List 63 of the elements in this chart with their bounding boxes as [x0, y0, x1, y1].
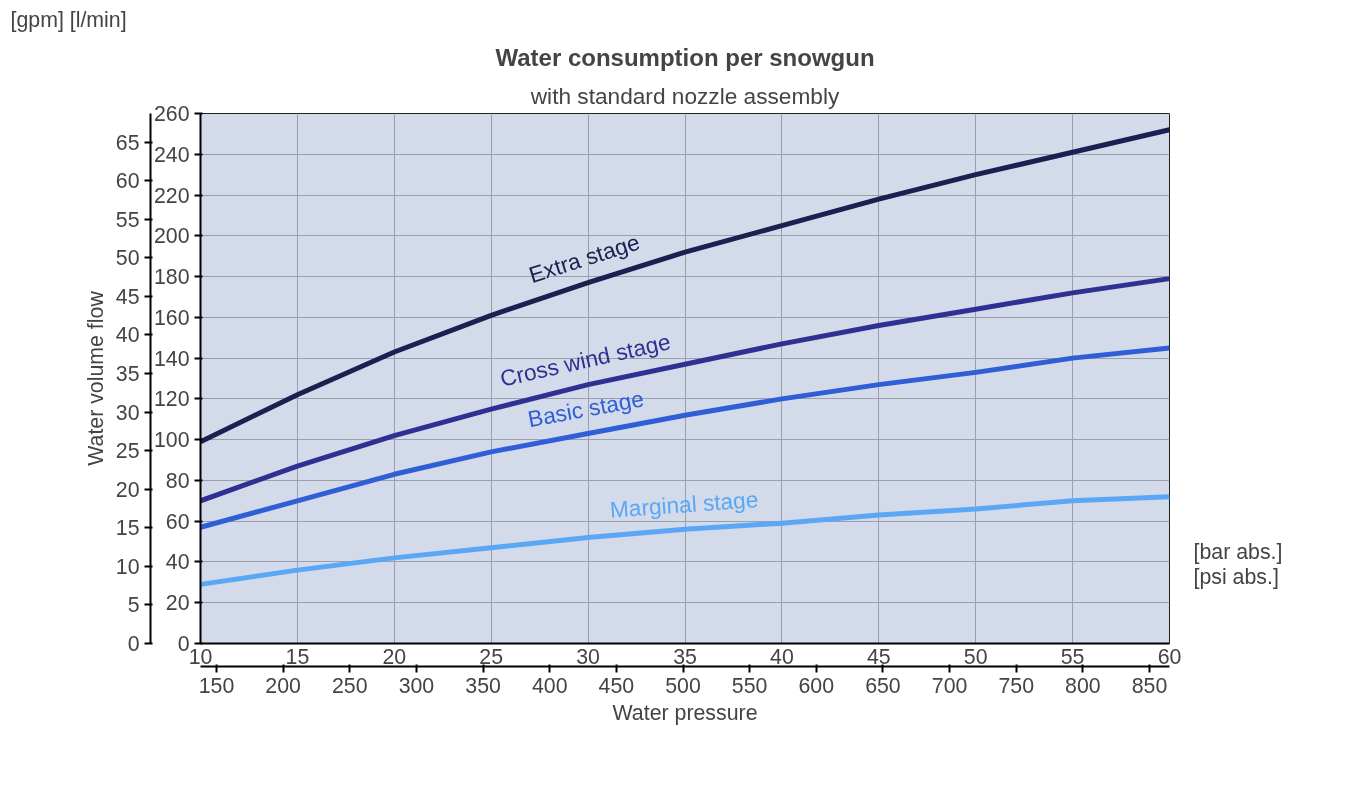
y2-tick-label: 0	[127, 632, 140, 656]
y-tick-label: 220	[153, 183, 190, 208]
x-tick-label: 10	[188, 644, 213, 669]
y-tick-label: 60	[165, 509, 190, 534]
y2-tick-label: 15	[115, 516, 140, 541]
x2-tick-label: 400	[531, 673, 568, 698]
y-tick-label: 260	[153, 102, 190, 126]
chart-subtitle: with standard nozzle assembly	[529, 82, 840, 109]
y-tick-label: 180	[153, 265, 190, 290]
x2-tick-label: 650	[865, 673, 901, 698]
y2-axis-title: Water volume flow	[83, 290, 108, 466]
x-tick-label: 20	[382, 644, 407, 669]
x2-tick-label: 600	[798, 673, 835, 698]
x2-tick-label: 550	[731, 673, 768, 698]
y-tick-label: 0	[177, 632, 190, 656]
y-tick-label: 20	[165, 591, 190, 616]
x-tick-label: 35	[673, 644, 697, 669]
x2-tick-label: 750	[998, 673, 1035, 698]
x2-tick-label: 850	[1131, 673, 1168, 698]
y-tick-label: 140	[153, 346, 190, 371]
x2-tick-label: 150	[198, 673, 235, 698]
chart-title: Water consumption per snowgun	[495, 43, 875, 71]
y2-tick-label: 35	[115, 361, 140, 386]
x2-tick-label: 350	[465, 673, 501, 698]
x2-tick-label: 250	[331, 673, 368, 698]
x2-axis-title: Water pressure	[612, 700, 758, 725]
x2-tick-label: 800	[1065, 673, 1101, 698]
x-tick-label: 25	[479, 644, 504, 669]
x-tick-label: 55	[1060, 644, 1085, 669]
y2-tick-label: 50	[115, 246, 140, 271]
text: Extra stage	[525, 228, 643, 288]
y2-tick-label: 5	[127, 593, 140, 618]
x2-tick-label: 500	[665, 673, 701, 698]
x2-tick-label: 450	[598, 673, 635, 698]
x-tick-label: 60	[1157, 644, 1182, 669]
x-tick-label: 40	[770, 644, 794, 669]
y2-tick-label: 60	[115, 169, 140, 194]
text: [psi abs.]	[1193, 564, 1279, 589]
y-tick-label: 40	[165, 550, 190, 575]
y2-tick-label: 40	[115, 323, 140, 348]
y2-tick-label: 25	[115, 439, 140, 464]
y2-tick-label: 45	[115, 284, 140, 309]
y2-tick-label: 20	[115, 477, 140, 502]
x2-tick-label: 700	[931, 673, 968, 698]
x-tick-label: 50	[963, 644, 988, 669]
x2-tick-label: 200	[265, 673, 302, 698]
text: [bar abs.]	[1193, 539, 1283, 564]
x2-tick-label: 300	[398, 673, 435, 698]
y-tick-label: 80	[165, 468, 190, 493]
y-tick-label: 120	[153, 387, 190, 412]
y2-tick-label: 30	[115, 400, 140, 425]
text: [gpm] [l/min]	[10, 7, 127, 32]
y-tick-label: 160	[153, 305, 190, 330]
y-tick-label: 240	[153, 142, 190, 167]
y2-tick-label: 65	[115, 130, 140, 155]
y2-tick-label: 55	[115, 207, 140, 232]
series-label: Marginal stage	[609, 486, 760, 523]
x-tick-label: 30	[576, 644, 601, 669]
y-tick-label: 200	[153, 224, 190, 249]
x-tick-label: 15	[285, 644, 310, 669]
x-tick-label: 45	[866, 644, 891, 669]
y-tick-label: 100	[153, 428, 190, 453]
y2-tick-label: 10	[115, 554, 140, 579]
